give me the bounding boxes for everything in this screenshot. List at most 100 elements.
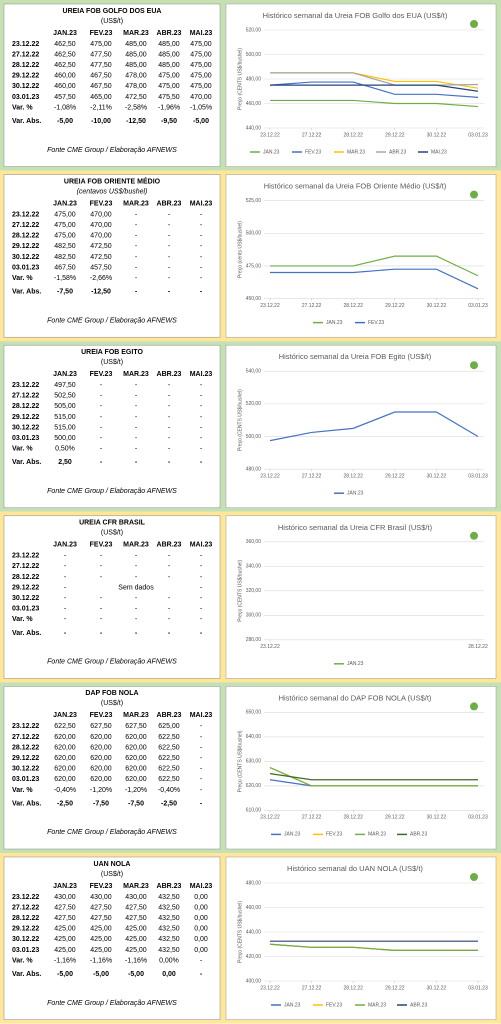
table-cell: 478,00 <box>125 73 147 80</box>
chart-title: Histórico semanal do UAN NOLA (US$/t) <box>287 864 423 873</box>
table-cell: 460,00 <box>54 83 76 90</box>
table-cell: 620,00 <box>90 734 112 741</box>
y-axis-label: Preço (CENTS US$/bushel) <box>237 48 243 110</box>
table-cell: - <box>135 403 138 410</box>
column-header: FEV.23 <box>90 30 113 37</box>
x-tick-label: 28.12.22 <box>343 985 363 991</box>
table-cell: -5,00 <box>93 971 109 978</box>
table-cell: - <box>168 616 171 623</box>
column-header: MAI.23 <box>190 542 213 549</box>
row-label: 03.01.23 <box>12 264 39 271</box>
column-header: ABR.23 <box>157 30 182 37</box>
table-cell: - <box>200 800 203 807</box>
table-cell: - <box>168 211 171 218</box>
table-cell: 620,00 <box>90 766 112 773</box>
table-cell: - <box>100 616 103 623</box>
x-tick-label: 29.12.22 <box>385 815 405 821</box>
table-cell: -2,50 <box>57 800 73 807</box>
table-cell: 425,00 <box>90 947 112 954</box>
y-tick-label: 525,00 <box>246 198 262 204</box>
x-tick-label: 29.12.22 <box>385 985 405 991</box>
legend-label: JAN.23 <box>347 491 364 497</box>
table-cell: - <box>135 563 138 570</box>
legend-label: MAR.23 <box>368 1002 386 1008</box>
table-cell: - <box>100 424 103 431</box>
table-title: UREIA FOB ORIENTE MÉDIO <box>64 176 161 185</box>
table-cell: -10,00 <box>91 118 111 125</box>
table-cell: -1,16% <box>54 957 76 964</box>
table-cell: - <box>168 553 171 560</box>
column-header: MAR.23 <box>123 542 149 549</box>
column-header: MAI.23 <box>190 883 213 890</box>
x-tick-label: 30.12.22 <box>427 132 447 138</box>
table-source: Fonte CME Group / Elaboração AFNEWS <box>47 317 177 324</box>
table-cell: 475,00 <box>54 233 76 240</box>
table-cell: 485,00 <box>125 62 147 69</box>
row-label: 29.12.22 <box>12 414 39 421</box>
table-cell: - <box>200 264 203 271</box>
table-cell: - <box>64 563 67 570</box>
table-cell: 430,00 <box>54 894 76 901</box>
row-label: Var. Abs. <box>12 800 41 807</box>
row-label: 29.12.22 <box>12 243 39 250</box>
column-header: JAN.23 <box>53 883 77 890</box>
table-cell: - <box>64 630 67 637</box>
table-cell: - <box>168 233 171 240</box>
row-label: Var. Abs. <box>12 118 41 125</box>
table-subtitle: (US$/t) <box>101 18 123 25</box>
table-cell: -5,00 <box>128 971 144 978</box>
table-cell: - <box>135 435 138 442</box>
column-header: JAN.23 <box>53 200 77 207</box>
table-cell: -12,50 <box>126 118 146 125</box>
x-tick-label: 23.12.22 <box>260 644 280 650</box>
row-label: 29.12.22 <box>12 926 39 933</box>
table-cell: 470,00 <box>190 94 212 101</box>
x-tick-label: 28.12.22 <box>343 132 363 138</box>
table-cell: - <box>168 459 171 466</box>
column-header: MAI.23 <box>190 371 213 378</box>
table-source: Fonte CME Group / Elaboração AFNEWS <box>47 659 177 666</box>
table-cell: -5,00 <box>193 118 209 125</box>
y-tick-label: 650,00 <box>246 710 262 716</box>
table-cell: - <box>64 553 67 560</box>
table-cell: 620,00 <box>125 776 147 783</box>
table-cell: 475,00 <box>158 73 180 80</box>
table-cell: 470,00 <box>90 233 112 240</box>
row-label: 27.12.22 <box>12 51 39 58</box>
table-cell: - <box>168 563 171 570</box>
column-header: MAI.23 <box>190 712 213 719</box>
y-tick-label: 440,00 <box>246 125 262 131</box>
table-cell: - <box>135 243 138 250</box>
row-label: Var. Abs. <box>12 971 41 978</box>
table-cell: -1,20% <box>90 787 112 794</box>
logo <box>470 20 478 28</box>
column-header: FEV.23 <box>90 542 113 549</box>
row-label: 28.12.22 <box>12 233 39 240</box>
table-box <box>3 344 221 509</box>
x-tick-label: 23.12.22 <box>260 815 280 821</box>
row-label: 29.12.22 <box>12 584 39 591</box>
row-label: 30.12.22 <box>12 595 39 602</box>
table-cell: 0,00 <box>194 947 208 954</box>
table-cell: - <box>100 446 103 453</box>
table-cell: -1,20% <box>125 787 147 794</box>
y-tick-label: 520,00 <box>246 401 262 407</box>
row-label: 23.12.22 <box>12 41 39 48</box>
x-tick-label: 28.12.22 <box>343 474 363 480</box>
table-cell: - <box>135 459 138 466</box>
table-cell: - <box>200 446 203 453</box>
table-cell: - <box>100 595 103 602</box>
y-tick-label: 360,00 <box>246 539 262 545</box>
table-cell: 425,00 <box>125 926 147 933</box>
column-header: FEV.23 <box>90 883 113 890</box>
series-line <box>270 72 479 86</box>
x-tick-label: 03.01.23 <box>468 985 488 991</box>
row-label: 23.12.22 <box>12 553 39 560</box>
y-tick-label: 400,00 <box>246 978 262 984</box>
chart-box <box>225 174 497 338</box>
table-cell: -2,66% <box>90 275 112 282</box>
x-tick-label: 23.12.22 <box>260 303 280 309</box>
table-cell: 427,50 <box>125 915 147 922</box>
table-cell: - <box>100 459 103 466</box>
table-cell: - <box>200 574 203 581</box>
